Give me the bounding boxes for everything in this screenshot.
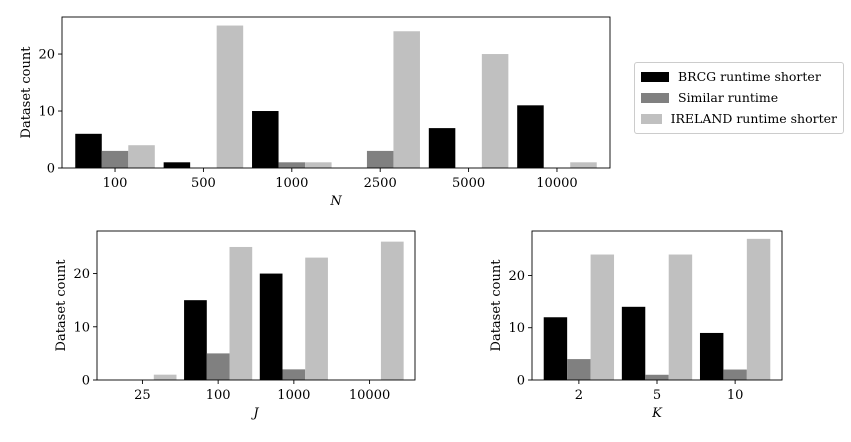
bar-p2-s3-1000	[305, 257, 328, 380]
x-tick-label: 10000	[536, 176, 577, 191]
y-tick-label: 0	[82, 374, 90, 389]
bar-p1-s3-100	[128, 145, 155, 168]
bar-p2-s2-1000	[282, 369, 306, 380]
legend-swatch-similar	[641, 92, 669, 103]
bar-p1-s1-10000	[517, 105, 544, 168]
x-tick-label: 500	[191, 176, 216, 191]
axes-frame	[531, 230, 783, 381]
x-tick-label: 2500	[364, 176, 397, 191]
x-axis-label: J	[250, 406, 259, 421]
bar-p1-s2-2500	[366, 150, 394, 168]
bar-p1-s2-1000	[278, 162, 306, 168]
x-tick-label: 5000	[452, 176, 485, 191]
bar-p3-s2-5	[645, 374, 669, 380]
bar-p1-s2-100	[101, 150, 129, 168]
y-tick-label: 10	[508, 321, 525, 336]
y-tick-label: 10	[38, 105, 55, 120]
x-tick-label: 10	[727, 388, 744, 403]
bar-p2-s3-10000	[380, 241, 404, 380]
bar-p3-s3-5	[668, 254, 693, 380]
x-tick-label: 5	[653, 388, 661, 403]
bar-p3-s1-10	[699, 332, 724, 380]
legend-entry-similar: Similar runtime	[641, 87, 837, 108]
bar-p1-s3-5000	[481, 54, 509, 168]
y-tick-label: 10	[73, 320, 90, 335]
x-axis-label: N	[329, 194, 342, 209]
y-tick-label: 20	[73, 267, 90, 282]
x-tick-label: 100	[103, 176, 128, 191]
legend-swatch-brcg	[641, 71, 669, 82]
chart-panel-2: 0 10 20 25 100 1000 10000 J Dataset count	[54, 230, 416, 421]
legend-label-ireland: IRELAND runtime shorter	[670, 111, 837, 126]
bar-p1-s3-1000	[305, 162, 332, 168]
x-tick-label: 100	[206, 388, 231, 403]
legend-entry-ireland: IRELAND runtime shorter	[641, 108, 837, 129]
bar-p1-s3-500	[216, 25, 244, 169]
x-axis-label: K	[651, 406, 663, 421]
chart-panel-3: 0 10 20 2 5 10 K Dataset count	[489, 230, 783, 421]
y-tick-label: 20	[508, 269, 525, 284]
y-axis-label: Dataset count	[54, 259, 69, 352]
y-axis-label: Dataset count	[489, 259, 504, 352]
x-tick-label: 2	[575, 388, 583, 403]
x-tick-label: 10000	[349, 388, 390, 403]
bar-p1-s1-1000	[252, 111, 279, 168]
y-axis-label: Dataset count	[19, 46, 34, 139]
bar-p1-s3-10000	[570, 162, 597, 168]
y-tick-label: 20	[38, 48, 55, 63]
bar-p3-s2-10	[723, 369, 747, 380]
bar-p2-s3-25	[153, 374, 177, 380]
bar-p1-s1-500	[163, 162, 191, 168]
x-tick-label: 25	[134, 388, 151, 403]
bar-p2-s1-100	[184, 300, 207, 380]
legend: BRCG runtime shorter Similar runtime IRE…	[634, 62, 844, 134]
chart-panel-1: 0 10 20 100 500 1000 2500 5000 10000 N Dataset cou…	[19, 16, 611, 209]
bar-p1-s3-2500	[393, 31, 420, 168]
legend-swatch-ireland	[641, 113, 662, 124]
legend-entry-brcg: BRCG runtime shorter	[641, 66, 837, 87]
x-tick-label: 1000	[275, 176, 308, 191]
bar-p1-s1-5000	[428, 128, 456, 168]
y-tick-label: 0	[517, 374, 525, 389]
legend-label-brcg: BRCG runtime shorter	[678, 69, 821, 84]
bar-p2-s3-100	[229, 246, 253, 380]
x-tick-label: 1000	[277, 388, 310, 403]
axes-frame	[61, 16, 611, 169]
bar-p3-s1-2	[543, 317, 568, 380]
bar-p1-s1-100	[75, 133, 102, 168]
bar-p3-s1-5	[621, 306, 646, 380]
bar-p2-s1-1000	[259, 273, 283, 380]
bar-p3-s3-2	[590, 254, 615, 380]
y-tick-label: 0	[47, 162, 55, 177]
axes-frame	[96, 230, 416, 381]
bar-p3-s2-2	[567, 359, 591, 380]
bar-p3-s3-10	[746, 238, 771, 380]
legend-label-similar: Similar runtime	[678, 90, 779, 105]
bar-p2-s2-100	[206, 353, 230, 380]
